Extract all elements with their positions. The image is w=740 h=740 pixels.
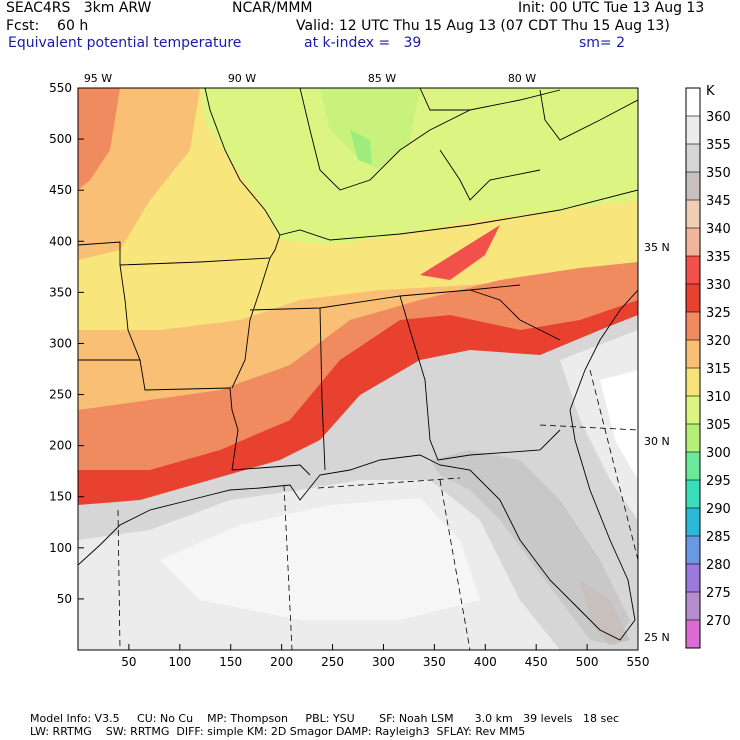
- colorbar-swatch: [686, 452, 700, 480]
- colorbar-swatch: [686, 340, 700, 368]
- colorbar-swatch: [686, 620, 700, 648]
- y-tick-label: 550: [49, 81, 72, 95]
- boundaries: [78, 88, 638, 641]
- x-tick-label: 100: [168, 655, 191, 669]
- colorbar-label: 340: [706, 222, 731, 237]
- forecast-hour: Fcst: 60 h: [6, 18, 89, 34]
- colorbar-unit: K: [706, 84, 715, 99]
- colorbar-label: 360: [706, 110, 731, 125]
- colorbar-label: 285: [706, 530, 731, 545]
- colorbar-label: 280: [706, 558, 731, 573]
- longitude-label: 90 W: [228, 72, 256, 85]
- colorbar-swatch: [686, 200, 700, 228]
- colorbar-swatch: [686, 564, 700, 592]
- longitude-label: 85 W: [368, 72, 396, 85]
- init-time: Init: 00 UTC Tue 13 Aug 13: [518, 0, 705, 16]
- colorbar-label: 300: [706, 446, 731, 461]
- colorbar-label: 305: [706, 418, 731, 433]
- colorbar-label: 290: [706, 502, 731, 517]
- y-tick-label: 400: [49, 234, 72, 248]
- latitude-label: 35 N: [644, 241, 670, 254]
- model-name: SEAC4RS 3km ARW: [6, 0, 152, 16]
- x-tick-label: 400: [474, 655, 497, 669]
- x-tick-label: 500: [576, 655, 599, 669]
- map-fill: [78, 88, 638, 650]
- x-tick-label: 450: [525, 655, 548, 669]
- colorbar-swatch: [686, 536, 700, 564]
- model-info-line1: Model Info: V3.5 CU: No Cu MP: Thompson …: [30, 712, 620, 725]
- colorbar-label: 325: [706, 306, 731, 321]
- colorbar-swatch: [686, 284, 700, 312]
- x-tick-label: 200: [270, 655, 293, 669]
- colorbar-swatch: [686, 144, 700, 172]
- colorbar-label: 355: [706, 138, 731, 153]
- latitude-label: 30 N: [644, 435, 670, 448]
- y-tick-label: 100: [49, 541, 72, 555]
- y-tick-label: 450: [49, 183, 72, 197]
- y-axis-labels: 50 100 150 200 250 300 350 400 450 500 550: [49, 81, 72, 606]
- y-tick-label: 300: [49, 336, 72, 350]
- x-tick-label: 250: [321, 655, 344, 669]
- colorbar-swatch: [686, 424, 700, 452]
- level-info: at k-index = 39: [304, 35, 422, 51]
- colorbar-swatch: [686, 228, 700, 256]
- y-tick-label: 50: [57, 592, 72, 606]
- longitude-labels: 95 W 90 W 85 W 80 W: [84, 72, 536, 85]
- colorbar-swatch: [686, 172, 700, 200]
- colorbar-swatch: [686, 368, 700, 396]
- x-tick-label: 50: [121, 655, 136, 669]
- y-tick-label: 150: [49, 490, 72, 504]
- field-name: Equivalent potential temperature: [8, 35, 242, 51]
- colorbar-label: 295: [706, 474, 731, 489]
- x-tick-label: 300: [372, 655, 395, 669]
- x-tick-label: 350: [423, 655, 446, 669]
- plot-frame: [77, 87, 639, 651]
- longitude-label: 80 W: [508, 72, 536, 85]
- organization: NCAR/MMM: [232, 0, 313, 16]
- colorbar-swatch: [686, 116, 700, 144]
- colorbar-swatch: [686, 480, 700, 508]
- x-axis-labels: 50 100 150 200 250 300 350 400 450 500 550: [121, 655, 649, 669]
- colorbar-label: 310: [706, 390, 731, 405]
- colorbar-label: 330: [706, 278, 731, 293]
- colorbar-label: 345: [706, 194, 731, 209]
- x-tick-label: 150: [219, 655, 242, 669]
- colorbar: 360 355 350 345 340 335 330 325 320 315 310 305 300 2…: [685, 87, 731, 649]
- y-tick-label: 350: [49, 285, 72, 299]
- x-tick-label: 550: [627, 655, 650, 669]
- colorbar-swatch: [686, 592, 700, 620]
- graticule: [117, 369, 638, 650]
- colorbar-label: 320: [706, 334, 731, 349]
- axis-ticks: [78, 87, 639, 650]
- model-info-line2: LW: RRTMG SW: RRTMG DIFF: simple KM: 2D …: [30, 725, 526, 738]
- colorbar-swatch: [686, 256, 700, 284]
- colorbar-label: 315: [706, 362, 731, 377]
- colorbar-label: 350: [706, 166, 731, 181]
- colorbar-label: 270: [706, 614, 731, 629]
- colorbar-label: 335: [706, 250, 731, 265]
- latitude-labels: 35 N 30 N 25 N: [644, 241, 670, 644]
- valid-time: Valid: 12 UTC Thu 15 Aug 13 (07 CDT Thu …: [296, 18, 670, 34]
- longitude-label: 95 W: [84, 72, 112, 85]
- smoothing-info: sm= 2: [579, 35, 626, 51]
- y-tick-label: 250: [49, 388, 72, 402]
- colorbar-label: 275: [706, 586, 731, 601]
- colorbar-swatch: [686, 312, 700, 340]
- colorbar-swatch: [686, 88, 700, 116]
- y-tick-label: 500: [49, 132, 72, 146]
- latitude-label: 25 N: [644, 631, 670, 644]
- y-tick-label: 200: [49, 439, 72, 453]
- colorbar-swatch: [686, 508, 700, 536]
- colorbar-swatch: [686, 396, 700, 424]
